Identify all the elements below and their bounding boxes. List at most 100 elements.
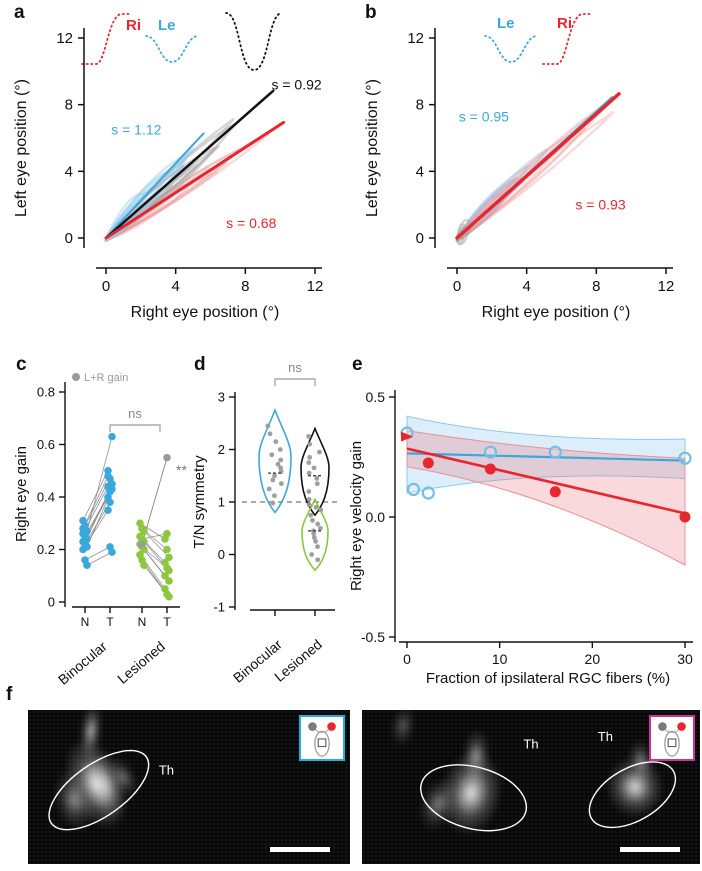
thalamus-box — [667, 738, 677, 748]
fit-line — [104, 120, 286, 240]
th-label: Th — [598, 729, 613, 744]
right-eye-dot — [327, 722, 336, 731]
data-point — [79, 524, 87, 533]
data-point — [163, 545, 171, 554]
y-tick-label: 4 — [65, 163, 73, 180]
slope-label: s = 0.68 — [226, 215, 276, 231]
stimulus-label: Ri — [557, 15, 572, 32]
y-tick-label: 0.0 — [366, 509, 386, 525]
violin-dot — [270, 500, 276, 506]
panel-a-svg: Ri Le 0 4 8 12 0 4 8 12 Right eye position (°) Left… — [13, 12, 323, 321]
x-tick-label: T — [163, 615, 171, 629]
violin-dot — [317, 449, 322, 455]
chiasm-line — [314, 729, 330, 733]
pair-line — [86, 551, 113, 566]
panel-e-svg: 0.5 0.0 -0.5 0 10 20 30 Right eye velocity gain… — [348, 389, 693, 687]
y-axis-label: Left eye position (°) — [364, 79, 381, 217]
eye-trace — [455, 127, 587, 242]
stimulus-curve — [81, 13, 131, 65]
violin-dot — [306, 470, 312, 476]
panel-b: b Le Ri 0 4 8 12 0 4 8 12 Right eye position (°) Le… — [351, 0, 702, 345]
y-axis-label: Right eye velocity gain — [348, 441, 365, 591]
y-axis-label: Right eye gain — [13, 446, 30, 542]
group-label: Binocular — [55, 638, 110, 688]
thalamus-box — [317, 738, 327, 748]
x-tick-label: 8 — [592, 278, 600, 295]
violin-dot — [310, 517, 315, 523]
violin-dot — [307, 441, 313, 447]
y-tick-label: 0 — [65, 230, 73, 247]
x-tick-label: 0 — [453, 278, 461, 295]
x-tick-label: 30 — [677, 651, 693, 667]
x-axis-label: Right eye position (°) — [131, 304, 280, 321]
eye-trace — [104, 166, 210, 242]
stimulus-curve — [484, 35, 538, 63]
y-tick-label: 0.2 — [37, 542, 55, 557]
roi-ellipse — [419, 764, 528, 832]
y-tick-label: -1 — [213, 600, 225, 615]
eye-trace — [455, 190, 506, 242]
x-tick-label: N — [138, 615, 147, 629]
fit-line — [406, 447, 686, 515]
data-point-open — [483, 445, 497, 459]
violin-dot — [306, 489, 312, 494]
data-point — [79, 545, 87, 554]
panel-c-svg: 0 0.2 0.4 0.6 0.8 Right eye gain N T N T Binocular… — [13, 372, 187, 688]
violin-dot — [273, 439, 279, 445]
violin-dot — [269, 452, 275, 458]
data-point — [422, 457, 434, 469]
brain-outline — [314, 730, 330, 757]
y-axis-label: T/N symmetry — [191, 455, 208, 549]
micrograph-right-overlay: Th Th — [419, 729, 680, 852]
pair-line — [82, 470, 109, 521]
data-point — [138, 540, 146, 549]
violin-dot — [306, 433, 312, 439]
sig-label: ** — [176, 462, 187, 478]
x-axis-label: Fraction of ipsilateral RGC fibers (%) — [426, 670, 670, 687]
slope-label: s = 1.12 — [111, 122, 161, 138]
pair-line — [143, 530, 170, 558]
ns-bracket — [274, 378, 316, 386]
micrograph-left-overlay: Th — [48, 749, 330, 852]
panel-d-label: d — [194, 354, 206, 375]
violin-dot — [314, 475, 320, 481]
stimulus-label: Le — [158, 17, 176, 34]
y-axis-label: Left eye position (°) — [13, 79, 30, 217]
data-point — [104, 472, 112, 480]
panel-e: e 0.5 0.0 -0.5 0 10 20 30 Right eye velocity ga… — [345, 352, 702, 690]
scale-bar — [270, 847, 330, 852]
violin-dot — [278, 457, 284, 463]
violin-dot — [315, 557, 321, 563]
data-point — [161, 571, 169, 580]
chiasm-line — [664, 729, 680, 733]
eye-trace — [104, 133, 270, 242]
th-label: Th — [523, 737, 538, 752]
stimulus-curve — [225, 12, 283, 71]
violin-outline — [258, 407, 292, 514]
violin-dot — [318, 507, 324, 513]
violin-dot — [306, 496, 312, 502]
y-tick-label: 0 — [48, 595, 55, 610]
x-tick-label: 10 — [492, 651, 508, 667]
data-point — [140, 561, 148, 570]
data-point — [163, 529, 171, 538]
data-point — [140, 527, 148, 535]
slope-label: s = 0.93 — [575, 197, 625, 213]
violin-dot — [278, 481, 284, 487]
inset-schematic-left — [299, 715, 345, 761]
x-tick-label: 0 — [403, 651, 411, 667]
panel-e-label: e — [352, 354, 363, 375]
left-eye-dot — [658, 722, 667, 731]
data-point-open — [548, 445, 562, 459]
fish-schematic-icon — [658, 722, 686, 757]
fit-line — [104, 89, 275, 240]
y-tick-label: 3 — [218, 390, 225, 405]
x-tick-label: 20 — [585, 651, 601, 667]
violin-outline — [300, 426, 330, 517]
eye-trace — [455, 177, 522, 242]
scale-bar — [620, 847, 680, 852]
violin-dot — [311, 465, 317, 471]
panel-d: d -1 0 1 2 3 T/N symmetry ns Binocular Lesioned — [190, 352, 345, 690]
